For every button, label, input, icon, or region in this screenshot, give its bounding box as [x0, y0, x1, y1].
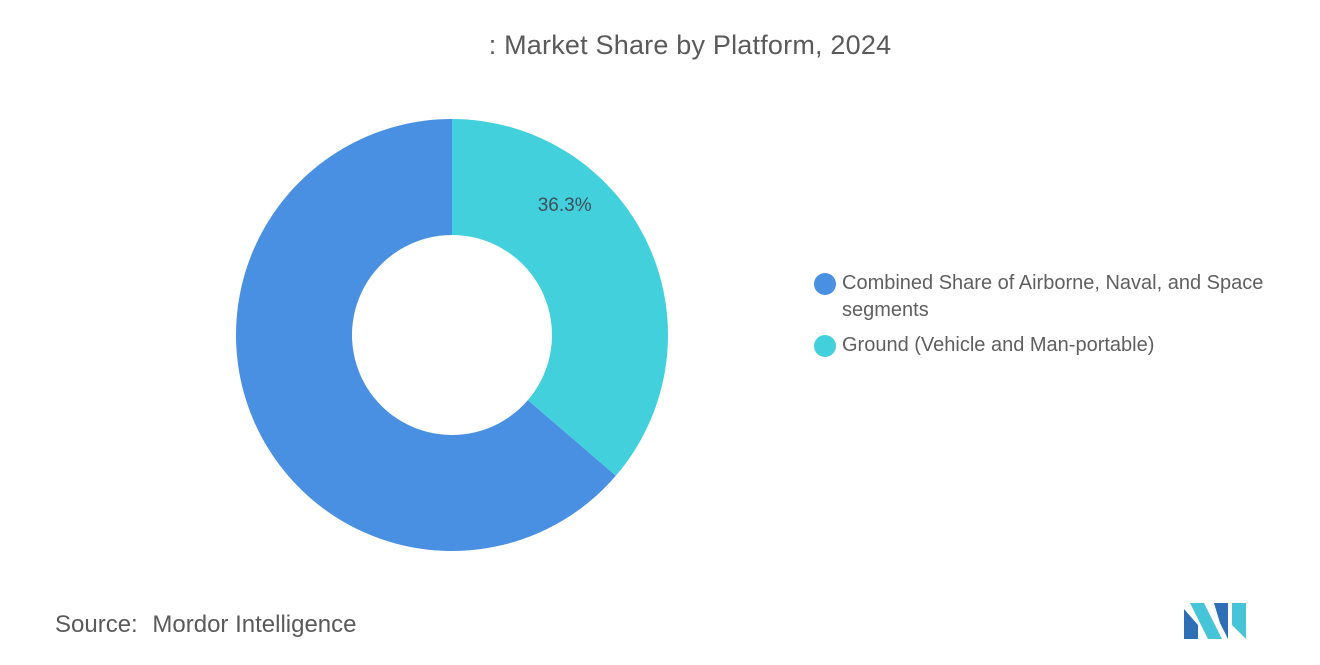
chart-title: : Market Share by Platform, 2024 [488, 30, 892, 60]
chart-legend: Combined Share of Airborne, Naval, and S… [814, 270, 1274, 367]
donut-slice-labels: 36.3% [538, 195, 592, 216]
slice-label-ground: 36.3% [538, 195, 592, 216]
source-note: Source: Mordor Intelligence [55, 611, 357, 639]
donut-slices [236, 119, 669, 551]
source-value: Mordor Intelligence [152, 611, 357, 638]
legend-swatch-ground [814, 335, 836, 357]
legend-label-combined: Combined Share of Airborne, Naval, and S… [842, 272, 1264, 321]
mordor-intelligence-logo-icon [1184, 603, 1246, 639]
legend-swatch-combined [814, 273, 836, 295]
legend-item-combined: Combined Share of Airborne, Naval, and S… [814, 270, 1274, 324]
donut-slice-combined [236, 119, 616, 551]
source-label: Source: [55, 611, 138, 638]
legend-item-ground: Ground (Vehicle and Man-portable) [814, 332, 1274, 359]
donut-slice-ground [452, 119, 669, 476]
legend-label-ground: Ground (Vehicle and Man-portable) [842, 334, 1155, 356]
